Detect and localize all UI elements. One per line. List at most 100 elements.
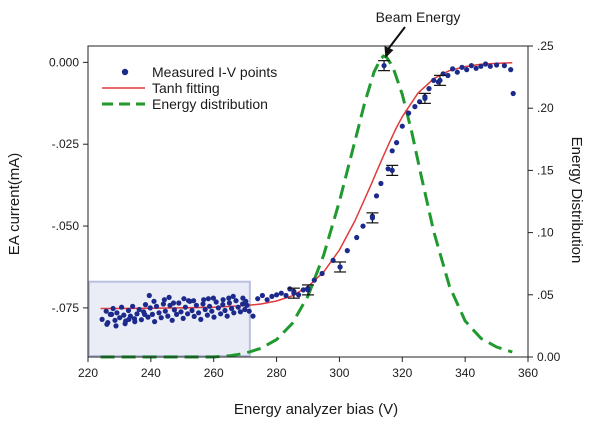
measured-point xyxy=(162,308,168,314)
measured-point xyxy=(431,77,437,83)
measured-point xyxy=(119,304,125,310)
measured-point xyxy=(230,293,236,299)
measured-point xyxy=(132,319,138,325)
measured-point xyxy=(114,310,120,316)
y2-tick-label: .10 xyxy=(537,226,554,240)
x-tick-label: 260 xyxy=(204,366,224,380)
measured-point xyxy=(103,308,109,314)
measured-point xyxy=(269,293,275,299)
measured-point xyxy=(158,315,164,321)
measured-point xyxy=(104,321,110,327)
measured-point xyxy=(454,69,460,75)
y-tick-label: -.050 xyxy=(52,219,80,233)
measured-point xyxy=(146,292,152,299)
error-bar-point xyxy=(305,287,311,293)
x-tick-label: 340 xyxy=(455,366,475,380)
y2-tick-label: .20 xyxy=(537,101,554,115)
measured-point xyxy=(229,305,235,312)
measured-point xyxy=(510,90,516,97)
measured-point xyxy=(200,301,206,307)
measured-point xyxy=(385,166,391,172)
error-bar-point xyxy=(337,264,343,270)
measured-point xyxy=(185,311,191,317)
measured-point xyxy=(220,297,226,303)
measured-point xyxy=(244,302,250,308)
measured-point xyxy=(233,298,239,304)
measured-point xyxy=(207,303,213,309)
measured-point xyxy=(215,305,221,311)
measured-point xyxy=(220,302,226,308)
error-bar-point xyxy=(437,77,443,83)
measured-point xyxy=(136,306,142,313)
measured-point xyxy=(255,296,261,302)
beam-energy-arrow xyxy=(386,26,406,51)
measured-point xyxy=(165,313,171,319)
measured-point xyxy=(226,295,232,301)
x-tick-label: 300 xyxy=(329,366,349,380)
measured-point xyxy=(178,309,184,315)
measured-point xyxy=(494,62,500,68)
measured-point xyxy=(487,63,493,69)
measured-point xyxy=(412,104,418,110)
y-tick-label: -.025 xyxy=(52,137,80,151)
measured-point xyxy=(360,223,366,229)
measured-point xyxy=(191,298,197,304)
axes-layer: 220 240 260 280 300 320 340 360 0.000 -.025 -.050 -… xyxy=(49,39,561,380)
measured-point xyxy=(237,309,243,315)
measured-point xyxy=(171,307,177,313)
measured-point xyxy=(354,234,360,241)
measured-point xyxy=(459,64,465,70)
measured-point xyxy=(182,304,188,310)
measured-point xyxy=(117,315,123,321)
measured-point xyxy=(198,316,204,322)
error-bar-point xyxy=(381,63,387,69)
measured-point xyxy=(110,305,116,312)
energy-distribution-line xyxy=(100,54,513,359)
measured-point xyxy=(161,297,167,303)
legend: Measured I-V points Tanh fitting Energy … xyxy=(102,64,277,112)
measured-point xyxy=(319,270,325,277)
measured-point xyxy=(296,292,302,298)
y2-tick-label: 0.00 xyxy=(537,350,561,364)
y2-axis-title: Energy Distribution xyxy=(568,137,585,264)
measured-point xyxy=(130,303,136,309)
x-tick-label: 280 xyxy=(267,366,287,380)
measured-point xyxy=(224,313,230,319)
measured-point xyxy=(193,302,199,308)
measured-point xyxy=(450,66,456,72)
measured-point xyxy=(125,307,132,314)
measured-point xyxy=(210,295,216,301)
measured-point xyxy=(211,314,217,320)
measured-point xyxy=(399,123,405,129)
measured-point xyxy=(142,311,148,317)
plot-layer xyxy=(99,54,516,359)
measured-point xyxy=(274,292,280,298)
measured-point xyxy=(218,311,224,317)
measured-point xyxy=(213,299,219,305)
measured-point xyxy=(373,193,380,199)
measured-point xyxy=(283,292,289,299)
measured-point xyxy=(406,110,412,116)
measured-point xyxy=(109,311,115,317)
measured-point xyxy=(201,297,207,303)
measured-point xyxy=(149,311,155,317)
measured-point xyxy=(138,317,144,323)
measured-point xyxy=(99,316,105,322)
measured-point xyxy=(344,248,350,254)
measured-point xyxy=(464,67,470,73)
x-tick-label: 360 xyxy=(518,366,538,380)
measured-point xyxy=(176,300,182,306)
measured-point xyxy=(242,306,248,313)
error-bar-point xyxy=(389,167,395,173)
measured-point xyxy=(222,307,228,314)
x-axis-title: Energy analyzer bias (V) xyxy=(234,401,398,418)
measured-point xyxy=(186,298,192,304)
measured-point xyxy=(174,311,180,317)
measured-point xyxy=(311,277,317,283)
error-bar-point xyxy=(422,95,428,101)
measured-point xyxy=(166,294,172,300)
measured-point xyxy=(250,313,256,319)
measured-point xyxy=(278,290,284,296)
